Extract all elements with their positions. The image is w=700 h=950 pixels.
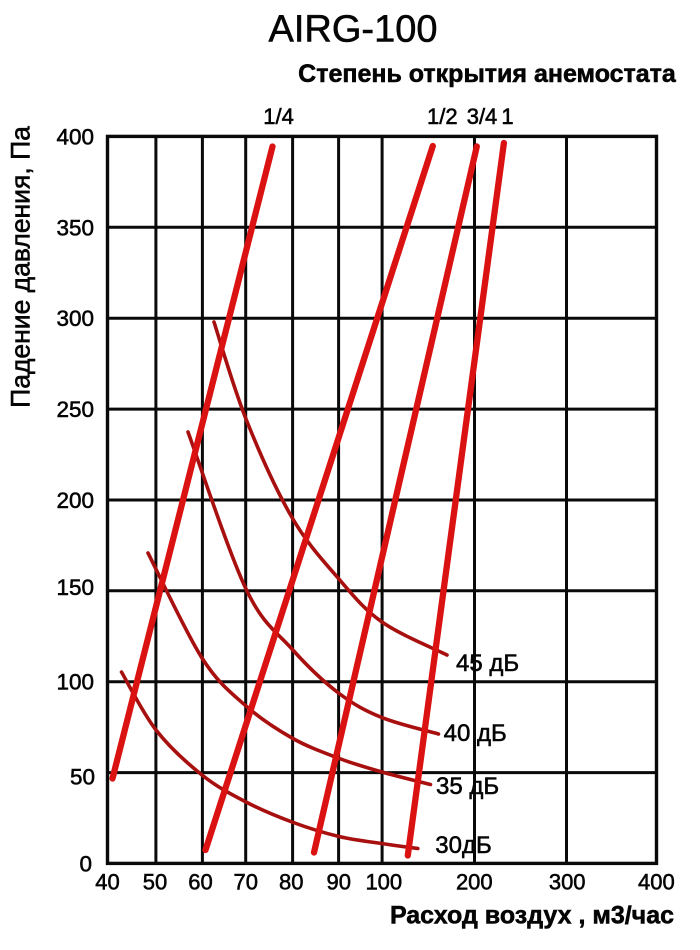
svg-text:AIRG-100: AIRG-100 (269, 9, 438, 51)
svg-text:60: 60 (188, 870, 212, 895)
svg-text:Степень открытия анемостата: Степень открытия анемостата (298, 60, 677, 88)
svg-text:50: 50 (143, 870, 167, 895)
svg-text:3/4: 3/4 (467, 104, 498, 129)
svg-text:1: 1 (501, 104, 513, 129)
svg-text:Падение давления, Па: Падение давления, Па (6, 126, 36, 408)
svg-text:90: 90 (327, 870, 351, 895)
svg-text:Расход воздух , м3/час: Расход воздух , м3/час (390, 902, 674, 930)
svg-text:400: 400 (56, 124, 94, 149)
svg-text:300: 300 (56, 306, 94, 331)
svg-text:70: 70 (234, 870, 258, 895)
svg-text:35 дБ: 35 дБ (436, 773, 499, 800)
svg-text:300: 300 (549, 870, 586, 895)
svg-text:200: 200 (456, 870, 493, 895)
svg-text:250: 250 (56, 397, 94, 422)
svg-text:100: 100 (365, 870, 402, 895)
svg-text:80: 80 (279, 870, 303, 895)
svg-text:40 дБ: 40 дБ (444, 720, 507, 747)
svg-text:45 дБ: 45 дБ (456, 650, 519, 677)
svg-text:0: 0 (79, 851, 92, 876)
svg-text:100: 100 (56, 670, 94, 695)
svg-text:200: 200 (56, 488, 94, 513)
svg-text:40: 40 (95, 870, 119, 895)
svg-text:30дБ: 30дБ (435, 832, 491, 859)
svg-text:1/4: 1/4 (263, 104, 294, 129)
svg-text:350: 350 (56, 215, 94, 240)
svg-text:150: 150 (56, 575, 94, 600)
svg-text:50: 50 (70, 765, 95, 790)
svg-text:1/2: 1/2 (427, 104, 458, 129)
svg-text:400: 400 (638, 870, 675, 895)
